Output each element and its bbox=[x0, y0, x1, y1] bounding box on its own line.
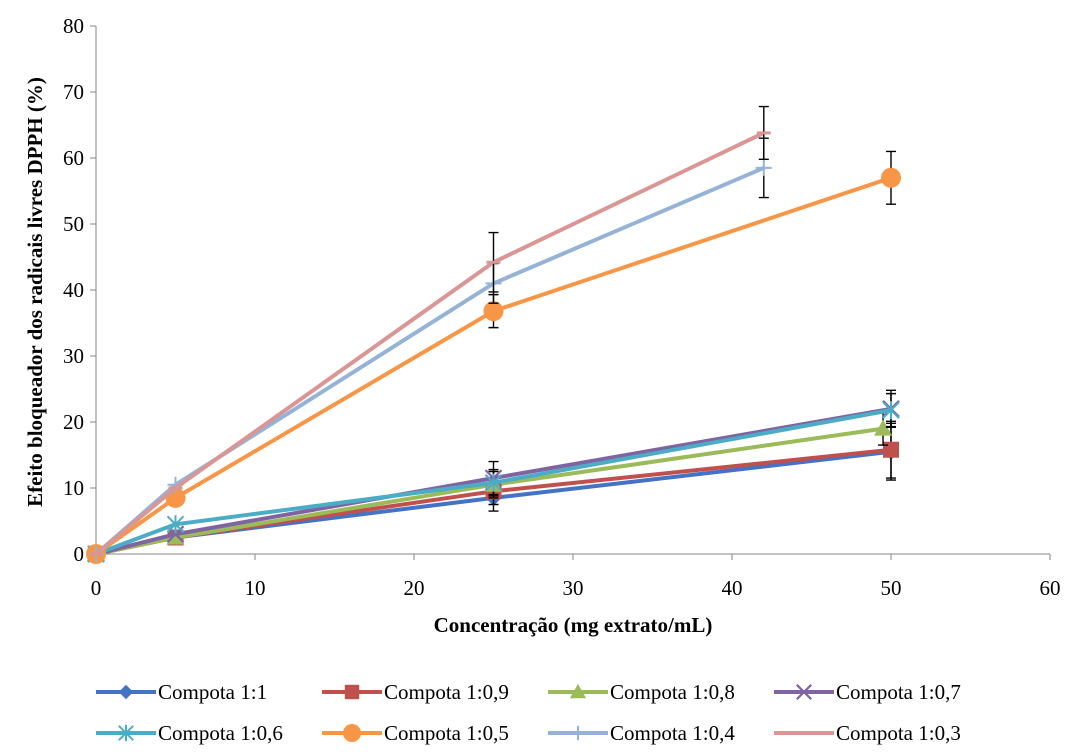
series-line bbox=[94, 130, 766, 556]
data-point bbox=[883, 441, 899, 458]
x-tick-label: 20 bbox=[404, 576, 425, 600]
data-point bbox=[483, 301, 504, 322]
legend-marker bbox=[118, 684, 134, 700]
legend-item: Compota 1:0,7 bbox=[774, 680, 961, 704]
y-tick-label: 70 bbox=[63, 80, 84, 104]
data-point bbox=[484, 473, 503, 492]
series-layer bbox=[86, 105, 901, 564]
legend-label: Compota 1:0,5 bbox=[384, 721, 509, 745]
legend: Compota 1:1 Compota 1:0,9 Compota 1:0,8 Com… bbox=[96, 680, 961, 745]
y-tick-label: 50 bbox=[63, 212, 84, 236]
series-line bbox=[94, 406, 893, 556]
data-point bbox=[874, 419, 893, 436]
x-tick-label: 30 bbox=[563, 576, 584, 600]
legend-item: Compota 1:0,3 bbox=[774, 721, 961, 745]
axes: 0 10 20 30 40 50 60 70 80 0 10 20 30 40 50 60 bbox=[63, 14, 1061, 600]
legend-item: Compota 1:0,9 bbox=[322, 680, 509, 704]
y-tick-label: 30 bbox=[63, 344, 84, 368]
x-tick-label: 40 bbox=[722, 576, 743, 600]
x-tick-label: 50 bbox=[881, 576, 902, 600]
legend-label: Compota 1:0,3 bbox=[836, 721, 961, 745]
y-tick-label: 0 bbox=[74, 542, 85, 566]
legend-label: Compota 1:0,9 bbox=[384, 680, 509, 704]
x-tick-label: 0 bbox=[91, 576, 102, 600]
legend-label: Compota 1:0,7 bbox=[836, 680, 961, 704]
y-tick-label: 40 bbox=[63, 278, 84, 302]
y-tick-label: 20 bbox=[63, 410, 84, 434]
legend-marker bbox=[796, 684, 812, 700]
series-line bbox=[94, 408, 893, 556]
legend-label: Compota 1:0,4 bbox=[610, 721, 735, 745]
legend-label: Compota 1:0,8 bbox=[610, 680, 735, 704]
x-tick-label: 10 bbox=[245, 576, 266, 600]
data-point bbox=[166, 515, 185, 534]
x-tick-label: 60 bbox=[1040, 576, 1061, 600]
y-axis-title: Efeito bloqueador dos radicais livres DP… bbox=[23, 77, 47, 507]
legend-item: Compota 1:0,4 bbox=[548, 721, 735, 745]
y-tick-label: 80 bbox=[63, 14, 84, 38]
y-tick-label: 60 bbox=[63, 146, 84, 170]
legend-marker bbox=[569, 683, 587, 699]
legend-item: Compota 1:1 bbox=[96, 680, 267, 704]
legend-item: Compota 1:0,6 bbox=[96, 721, 283, 745]
series-5 bbox=[87, 392, 900, 563]
legend-marker bbox=[570, 725, 586, 741]
series-8 bbox=[89, 105, 771, 556]
data-point bbox=[755, 159, 772, 176]
legend-label: Compota 1:0,6 bbox=[158, 721, 283, 745]
data-point bbox=[882, 401, 900, 420]
y-tick-label: 10 bbox=[63, 476, 84, 500]
legend-item: Compota 1:0,5 bbox=[322, 721, 509, 745]
data-point bbox=[166, 528, 185, 545]
legend-marker bbox=[344, 684, 360, 700]
legend-item: Compota 1:0,8 bbox=[548, 680, 735, 704]
x-axis-title: Concentração (mg extrato/mL) bbox=[434, 613, 713, 637]
legend-label: Compota 1:1 bbox=[158, 680, 267, 704]
legend-marker bbox=[343, 724, 361, 742]
legend-marker bbox=[118, 724, 134, 742]
series-line bbox=[94, 175, 893, 556]
data-point bbox=[881, 167, 901, 188]
